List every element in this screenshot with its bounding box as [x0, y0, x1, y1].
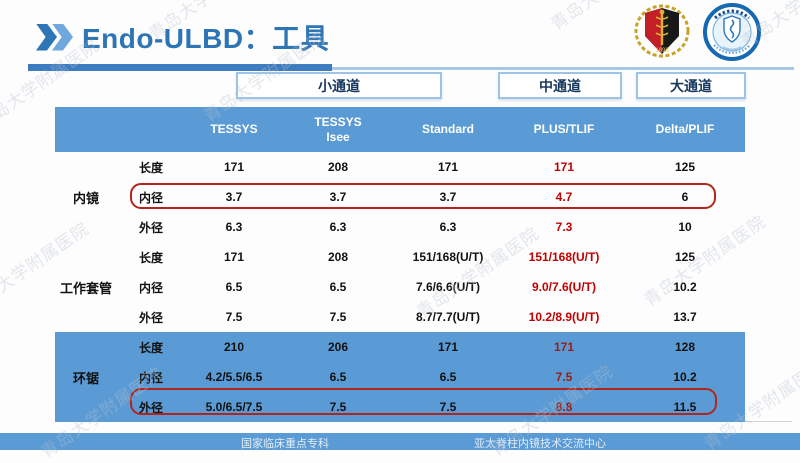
- value-cell: 151/168(U/T): [412, 250, 484, 264]
- value-cell: 6.5: [329, 280, 347, 294]
- value-cell: 5.0/6.5/7.5: [205, 400, 263, 414]
- channel-label: 大通道: [670, 77, 712, 94]
- slide-header: Endo-ULBD：工具: [36, 20, 329, 54]
- value-cell-highlight: 7.3: [555, 220, 573, 234]
- value-cell-highlight: 4.7: [555, 190, 573, 204]
- table-header-row: TESSYS TESSYS Isee Standard PLUS/TLIF De…: [55, 107, 745, 152]
- value-cell: 7.6/6.6(U/T): [415, 280, 481, 294]
- value-cell: 13.7: [673, 310, 697, 324]
- value-cell: 10.2: [673, 370, 697, 384]
- value-cell: 8.7/7.7(U/T): [415, 310, 481, 324]
- table-row: 长度 210 206 171 171 128: [55, 332, 745, 362]
- chevron-icon: [52, 23, 73, 51]
- value-cell: 11.5: [673, 400, 697, 414]
- value-cell: 3.7: [329, 190, 347, 204]
- page-title: Endo-ULBD：工具: [82, 23, 330, 54]
- channel-box-large: 大通道: [636, 72, 746, 99]
- value-cell: 171: [437, 160, 459, 174]
- table-row: 内径 3.7 3.7 3.7 4.7 6: [55, 182, 745, 212]
- table-row: 外径 6.3 6.3 6.3 7.3 10: [55, 212, 745, 242]
- value-cell: 171: [223, 250, 245, 264]
- header-cell-empty: [55, 107, 117, 152]
- property-label: 内径: [138, 280, 163, 295]
- channel-label: 小通道: [318, 77, 360, 94]
- header-cell: TESSYS: [210, 122, 258, 136]
- value-cell: 210: [223, 340, 245, 354]
- value-cell: 6.5: [439, 370, 457, 384]
- value-cell: 128: [674, 340, 696, 354]
- footer-right-text: 亚太脊柱内镜技术交流中心: [474, 438, 606, 450]
- value-cell: 3.7: [439, 190, 457, 204]
- highlight-box-endoscope-inner-diameter: [130, 183, 716, 209]
- value-cell: 10.2: [673, 280, 697, 294]
- header-cell: PLUS/TLIF: [533, 122, 595, 136]
- value-cell: 7.5: [329, 400, 347, 414]
- hospital-round-logo: [701, 3, 763, 66]
- header-cell: Delta/PLIF: [655, 122, 715, 136]
- channel-label: 中通道: [539, 77, 581, 94]
- header-cell-empty: [117, 107, 185, 152]
- property-label: 外径: [138, 400, 163, 415]
- value-cell: 206: [327, 340, 349, 354]
- value-cell: 6.5: [329, 370, 347, 384]
- value-cell-highlight: 10.2/8.9(U/T): [528, 310, 600, 324]
- value-cell: 6: [681, 190, 689, 204]
- table-row: 外径 5.0/6.5/7.5 7.5 7.5 8.8 11.5: [55, 392, 745, 422]
- value-cell: 125: [674, 250, 696, 264]
- university-crest-logo: 1898: [630, 3, 694, 64]
- property-label: 外径: [138, 220, 163, 235]
- footer-left-text: 国家临床重点专科: [241, 438, 329, 450]
- value-cell: 7.5: [439, 400, 457, 414]
- header-cell: Standard: [421, 122, 474, 136]
- footer-bar: [0, 433, 800, 450]
- property-label: 外径: [138, 310, 163, 325]
- value-cell: 6.3: [329, 220, 347, 234]
- table-row: 外径 7.5 7.5 8.7/7.7(U/T) 10.2/8.9(U/T) 13…: [55, 302, 745, 332]
- value-cell: 7.5: [225, 310, 243, 324]
- group-label-working-cannula: 工作套管: [59, 280, 112, 296]
- value-cell: 171: [223, 160, 245, 174]
- value-cell: 171: [437, 340, 459, 354]
- value-cell: 4.2/5.5/6.5: [205, 370, 263, 384]
- chevron-icon: [36, 23, 57, 51]
- property-label: 内径: [138, 370, 163, 385]
- channel-box-medium: 中通道: [498, 72, 622, 99]
- value-cell: 3.7: [225, 190, 243, 204]
- value-cell-highlight: 8.8: [555, 400, 573, 414]
- value-cell: 6.3: [225, 220, 243, 234]
- value-cell: 10: [678, 220, 692, 234]
- property-label: 长度: [138, 160, 163, 175]
- value-cell-highlight: 9.0/7.6(U/T): [531, 280, 597, 294]
- value-cell: 6.3: [439, 220, 457, 234]
- value-cell-highlight: 151/168(U/T): [528, 250, 600, 264]
- header-cell: TESSYS Isee: [314, 114, 362, 144]
- value-cell: 7.5: [329, 310, 347, 324]
- crest-year: 1898: [655, 48, 669, 54]
- table-row: 长度 171 208 151/168(U/T) 151/168(U/T) 125: [55, 242, 745, 272]
- tools-table: TESSYS TESSYS Isee Standard PLUS/TLIF De…: [55, 107, 745, 422]
- group-label-trephine: 环锯: [72, 370, 99, 386]
- table-row: 内径 6.5 6.5 7.6/6.6(U/T) 9.0/7.6(U/T) 10.…: [55, 272, 745, 302]
- value-cell: 208: [327, 160, 349, 174]
- value-cell: 6.5: [225, 280, 243, 294]
- property-label: 长度: [138, 250, 163, 265]
- channel-box-small: 小通道: [236, 72, 442, 99]
- table-row: 内径 4.2/5.5/6.5 6.5 6.5 7.5 10.2: [55, 362, 745, 392]
- title-underline-thick: [28, 64, 332, 71]
- property-label: 长度: [138, 340, 163, 355]
- group-label-endoscope: 内镜: [72, 190, 99, 206]
- value-cell-highlight: 7.5: [555, 370, 573, 384]
- property-label: 内径: [138, 190, 163, 205]
- highlight-box-trephine-outer-diameter: [130, 388, 717, 415]
- table-row: 长度 171 208 171 171 125: [55, 152, 745, 182]
- title-underline-thin: [332, 67, 794, 70]
- value-cell: 208: [327, 250, 349, 264]
- value-cell-highlight: 171: [553, 160, 575, 174]
- value-cell-highlight: 171: [553, 340, 575, 354]
- value-cell: 125: [674, 160, 696, 174]
